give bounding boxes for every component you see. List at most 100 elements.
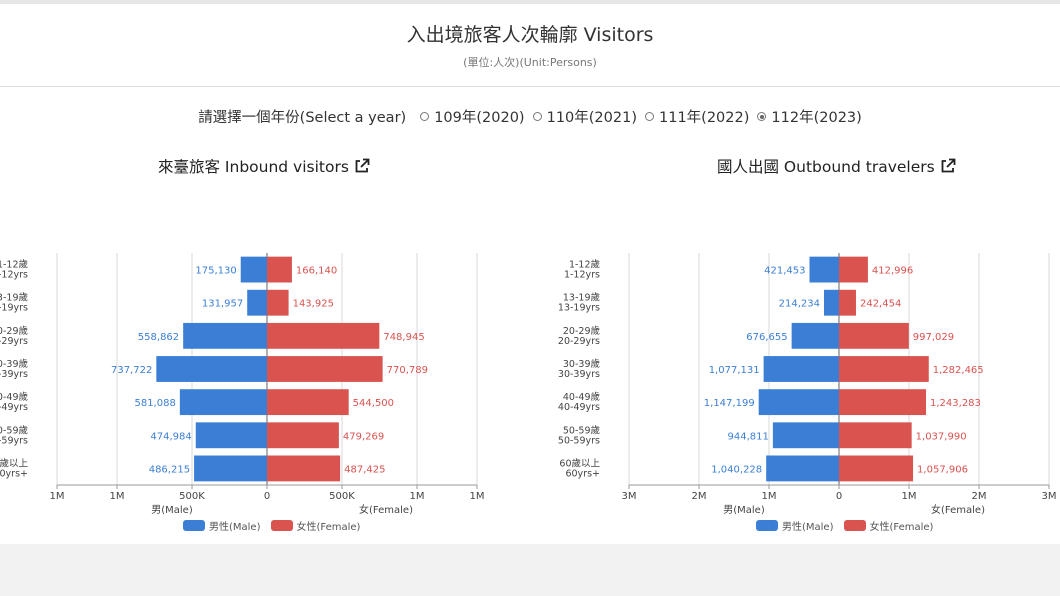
category-label: 20-29歲 [0, 325, 28, 337]
inbound-legend: 男性(Male) 女性(Female) [183, 518, 370, 533]
tick-label: 500K [179, 491, 205, 502]
tick-label: 1M [762, 491, 777, 502]
legend-swatch-male [183, 520, 205, 531]
category-label: 40-49yrs [0, 402, 28, 413]
outbound-chart-title: 國人出國 Outbound travelers [717, 155, 956, 177]
bar-female [267, 455, 341, 482]
data-label-male: 676,655 [746, 332, 787, 343]
radio-button[interactable] [645, 112, 654, 121]
data-label-male: 581,088 [134, 398, 175, 409]
category-label: 60yrs+ [0, 468, 28, 479]
bar-female [839, 322, 909, 349]
radio-button[interactable] [532, 112, 542, 121]
external-link-icon[interactable] [940, 158, 956, 174]
category-label: 40-49yrs [558, 402, 600, 413]
bar-female [839, 256, 868, 283]
data-label-male: 1,040,228 [711, 464, 762, 475]
category-label: 30-39歲 [0, 358, 28, 370]
x-axis-label-female: 女(Female) [931, 503, 985, 516]
bar-female [267, 422, 339, 449]
inbound-chart-title-text: 來臺旅客 Inbound visitors [158, 158, 349, 176]
year-option-label: 111年(2022) [659, 110, 750, 126]
main-panel [0, 4, 1060, 544]
data-label-male: 944,811 [728, 431, 769, 442]
category-label: 13-19yrs [558, 303, 600, 314]
data-label-female: 748,945 [383, 332, 424, 343]
data-label-female: 1,243,283 [930, 398, 981, 409]
legend-label-female: 女性(Female) [869, 522, 934, 533]
category-label: 50-59yrs [0, 435, 28, 446]
bar-female [267, 289, 289, 316]
legend-label-male: 男性(Male) [209, 522, 261, 533]
data-label-female: 143,925 [293, 299, 334, 310]
data-label-female: 166,140 [296, 266, 337, 277]
category-label: 40-49歲 [563, 391, 601, 403]
radio-button-selected[interactable] [757, 112, 767, 121]
bar-male [758, 389, 839, 416]
radio-button[interactable] [420, 112, 430, 121]
year-option-label: 110年(2021) [546, 110, 637, 126]
bar-male [766, 455, 839, 482]
x-axis-label-male: 男(Male) [723, 504, 765, 516]
tick-label: 3M [622, 491, 637, 502]
tick-label: 3M [1042, 491, 1057, 502]
category-label: 1-12yrs [0, 270, 28, 281]
bar-female [267, 322, 380, 349]
bar-female [839, 422, 912, 449]
year-option-2022[interactable]: 111年(2022) [645, 106, 749, 127]
data-label-male: 486,215 [149, 464, 190, 475]
category-label: 13-19歲 [563, 292, 601, 304]
year-option-2021[interactable]: 110年(2021) [532, 106, 637, 127]
year-selector: 請選擇一個年份(Select a year) 109年(2020) 110年(2… [0, 106, 1060, 127]
tick-label: 1M [902, 491, 917, 502]
data-label-male: 131,957 [202, 299, 243, 310]
year-option-2020[interactable]: 109年(2020) [420, 106, 525, 127]
bar-male [772, 422, 839, 449]
legend-item-female[interactable]: 女性(Female) [843, 518, 934, 533]
data-label-female: 1,037,990 [916, 431, 967, 442]
top-border [0, 0, 1060, 4]
tick-label: 1M [50, 491, 65, 502]
bar-female [267, 389, 349, 416]
category-label: 1-12歲 [0, 259, 28, 271]
legend-item-male[interactable]: 男性(Male) [183, 518, 261, 533]
tick-label: 1M [410, 491, 425, 502]
category-label: 50-59歲 [563, 424, 601, 436]
year-option-2023[interactable]: 112年(2023) [757, 106, 862, 127]
data-label-male: 421,453 [764, 266, 805, 277]
data-label-female: 1,282,465 [933, 365, 984, 376]
category-label: 1-12歲 [569, 259, 601, 271]
category-label: 40-49歲 [0, 391, 28, 403]
legend-swatch-female [843, 520, 866, 531]
data-label-female: 487,425 [344, 464, 385, 475]
tick-label: 2M [972, 491, 987, 502]
category-label: 60歲以上 [559, 457, 600, 469]
data-label-female: 544,500 [353, 398, 394, 409]
bar-male [824, 289, 839, 316]
bar-female [267, 356, 383, 382]
legend-item-female[interactable]: 女性(Female) [270, 518, 360, 533]
bar-male [195, 422, 267, 449]
data-label-female: 770,789 [387, 365, 428, 376]
year-option-label: 112年(2023) [771, 110, 862, 126]
category-label: 30-39yrs [558, 369, 600, 380]
category-label: 50-59歲 [0, 424, 28, 436]
legend-item-male[interactable]: 男性(Male) [756, 518, 834, 533]
legend-label-male: 男性(Male) [782, 522, 834, 533]
year-selector-label: 請選擇一個年份(Select a year) [198, 110, 407, 126]
legend-swatch-male [756, 520, 778, 531]
category-label: 20-29歲 [563, 325, 601, 337]
header-divider [0, 86, 1060, 87]
data-label-male: 1,077,131 [709, 365, 760, 376]
inbound-chart: 1M 1M 500K 0 500K 1M 1M 男(Male) 女(Female) 1-12歲1-… [0, 253, 485, 516]
bar-male [247, 289, 267, 316]
bar-female [839, 389, 927, 416]
bar-male [809, 256, 839, 283]
category-label: 13-19歲 [0, 292, 28, 304]
category-label: 30-39歲 [563, 358, 601, 370]
outbound-legend: 男性(Male) 女性(Female) [756, 518, 943, 533]
inbound-chart-title: 來臺旅客 Inbound visitors [158, 155, 370, 177]
data-label-male: 214,234 [779, 299, 820, 310]
external-link-icon[interactable] [354, 158, 370, 174]
